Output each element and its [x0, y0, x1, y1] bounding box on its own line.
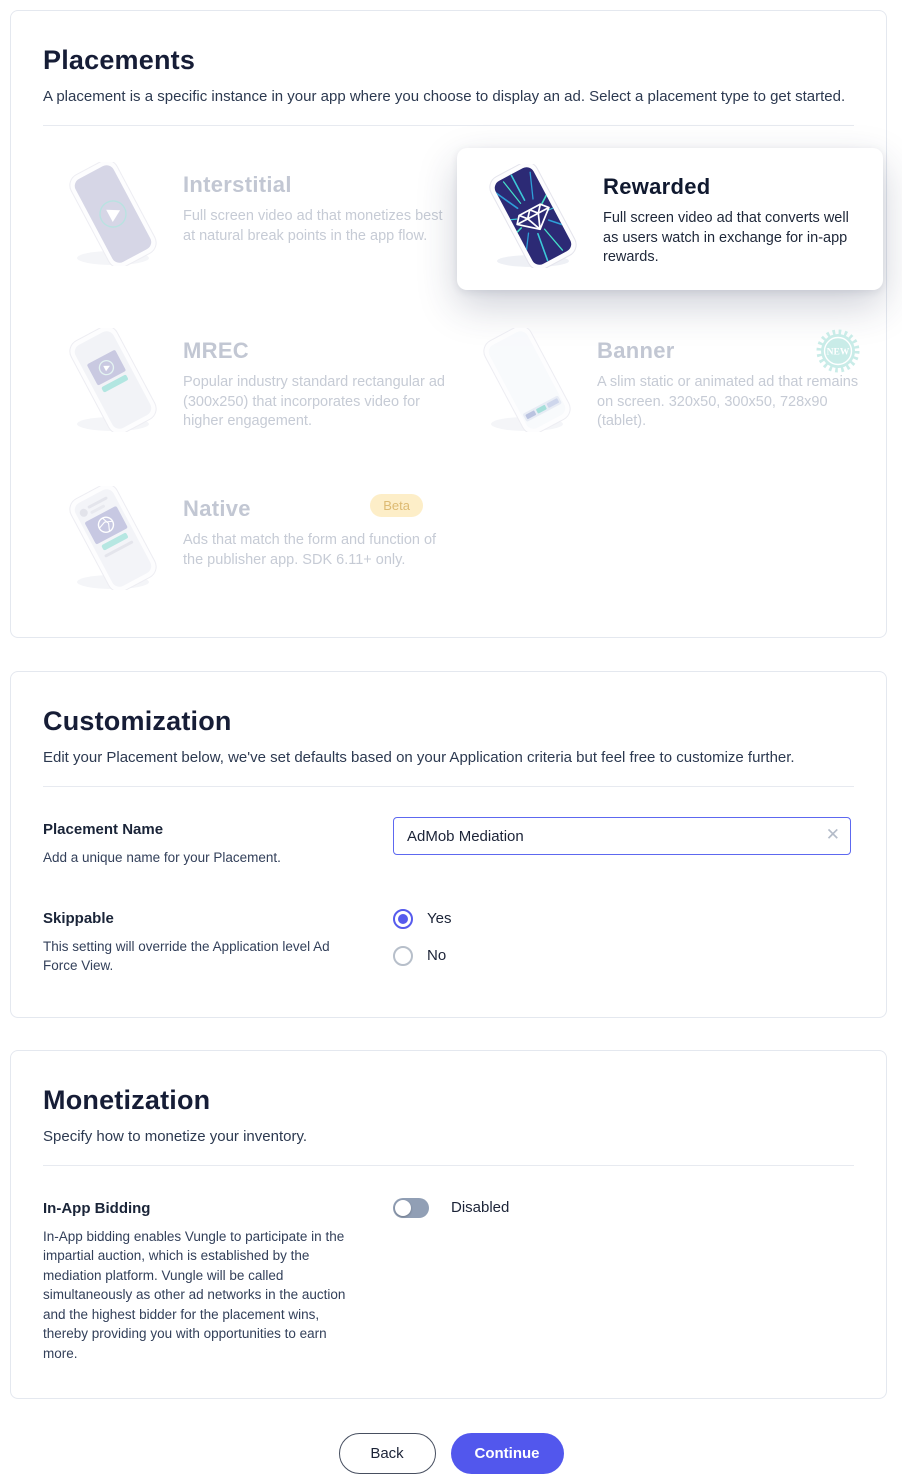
- placement-type-description: Popular industry standard rectangular ad…: [183, 374, 445, 430]
- placement-type-mrec[interactable]: MREC Popular industry standard rectangul…: [43, 320, 445, 454]
- radio-no[interactable]: [393, 945, 413, 966]
- back-button[interactable]: Back: [338, 1432, 436, 1474]
- in-app-bidding-state: Disabled: [451, 1199, 510, 1217]
- customization-title: Customization: [43, 706, 232, 736]
- placement-type-banner[interactable]: Banner A slim static or animated ad that…: [457, 320, 883, 454]
- footer-actions: Back Continue: [0, 1432, 902, 1474]
- placement-type-description: A slim static or animated ad that remain…: [597, 374, 859, 430]
- in-app-bidding-row: In-App Bidding In-App bidding enables Vu…: [43, 1196, 854, 1364]
- placement-type-native[interactable]: Native Ads that match the form and funct…: [43, 478, 445, 603]
- mrec-phone-icon: [53, 325, 173, 446]
- placements-title: Placements: [43, 45, 196, 75]
- native-phone-icon: [53, 483, 173, 595]
- placement-name-row: Placement Name Add a unique name for you…: [43, 817, 854, 868]
- placement-type-description: Ads that match the form and function of …: [183, 532, 437, 568]
- placement-name-input-wrap: ✕: [393, 817, 851, 855]
- placement-type-grid: Interstitial Full screen video ad that m…: [43, 148, 883, 603]
- radio-yes-label: Yes: [427, 910, 452, 928]
- placements-card: Placements A placement is a specific ins…: [10, 10, 887, 638]
- skippable-option-no[interactable]: No: [393, 945, 854, 966]
- in-app-bidding-help: In-App bidding enables Vungle to partici…: [43, 1228, 346, 1361]
- radio-yes[interactable]: [393, 908, 413, 929]
- beta-badge: Beta: [370, 494, 423, 517]
- banner-phone-icon: [467, 325, 587, 446]
- clear-input-icon[interactable]: ✕: [825, 825, 840, 844]
- placement-type-title: Interstitial: [183, 172, 292, 197]
- skippable-label: Skippable: [43, 909, 114, 927]
- monetization-description: Specify how to monetize your inventory.: [43, 1127, 308, 1145]
- placements-description: A placement is a specific instance in yo…: [43, 88, 846, 105]
- in-app-bidding-label: In-App Bidding: [43, 1199, 151, 1217]
- continue-button[interactable]: Continue: [450, 1432, 564, 1474]
- placement-type-title: MREC: [183, 338, 249, 363]
- divider: [43, 125, 854, 126]
- divider: [43, 786, 854, 787]
- customization-card: Customization Edit your Placement below,…: [10, 671, 887, 1018]
- placement-name-input[interactable]: [393, 817, 851, 855]
- placement-type-description: Full screen video ad that monetizes best…: [183, 208, 443, 244]
- placement-name-label: Placement Name: [43, 821, 164, 838]
- placement-type-rewarded[interactable]: Rewarded Full screen video ad that conve…: [457, 148, 883, 290]
- in-app-bidding-toggle[interactable]: [393, 1197, 429, 1218]
- skippable-option-yes[interactable]: Yes: [393, 908, 854, 929]
- customization-description: Edit your Placement below, we've set def…: [43, 749, 795, 766]
- placement-type-description: Full screen video ad that converts well …: [603, 210, 849, 266]
- new-badge: NEW: [815, 328, 861, 379]
- monetization-title: Monetization: [43, 1084, 211, 1115]
- placement-name-help: Add a unique name for your Placement.: [43, 850, 281, 865]
- skippable-row: Skippable This setting will override the…: [43, 906, 854, 983]
- divider: [43, 1164, 854, 1166]
- placement-type-interstitial[interactable]: Interstitial Full screen video ad that m…: [43, 154, 445, 296]
- placement-type-title: Rewarded: [603, 174, 711, 199]
- toggle-knob: [395, 1199, 411, 1216]
- placement-type-title: Native: [183, 496, 251, 521]
- interstitial-phone-icon: [53, 159, 173, 288]
- monetization-card: Monetization Specify how to monetize you…: [10, 1049, 887, 1399]
- radio-no-label: No: [427, 947, 447, 965]
- svg-text:NEW: NEW: [827, 348, 850, 358]
- skippable-help: This setting will override the Applicati…: [43, 938, 330, 974]
- placement-type-title: Banner: [597, 338, 675, 363]
- rewarded-phone-icon: [473, 161, 593, 274]
